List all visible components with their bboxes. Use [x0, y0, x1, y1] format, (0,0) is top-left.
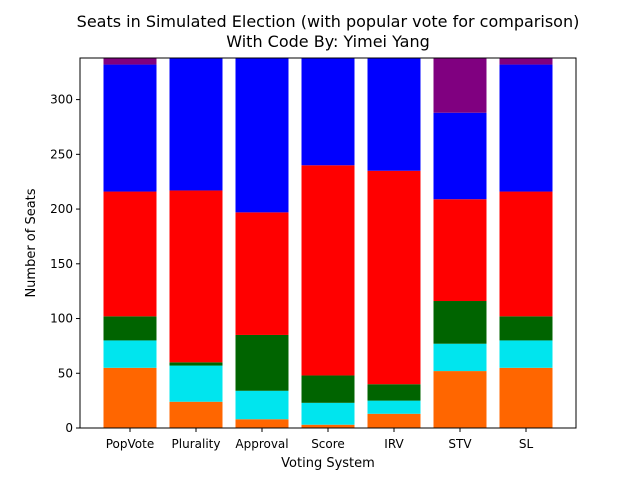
y-tick-label: 50 [58, 366, 73, 380]
bar-popvote-segment-2 [103, 340, 157, 368]
y-tick-label: 250 [50, 147, 73, 161]
bar-irv-segment-4 [367, 170, 421, 385]
bar-score-segment-5 [301, 58, 355, 166]
bar-score-segment-1 [301, 424, 355, 428]
y-tick-label: 300 [50, 93, 73, 107]
y-tick-label: 100 [50, 312, 73, 326]
bar-stv-segment-6 [433, 58, 487, 113]
bar-sl-segment-1 [499, 367, 553, 428]
bar-plurality-segment-4 [169, 190, 223, 363]
bar-stv-segment-2 [433, 343, 487, 372]
bar-score-segment-2 [301, 402, 355, 425]
x-tick-label: Score [311, 437, 345, 451]
bar-popvote-segment-1 [103, 367, 157, 428]
y-axis: 0 50 100 150 200 250 300 [50, 93, 80, 435]
bar-irv-segment-2 [367, 400, 421, 414]
bar-stv-segment-4 [433, 199, 487, 302]
bar-sl-segment-3 [499, 316, 553, 341]
bar-stv-segment-5 [433, 112, 487, 200]
bar-stv-segment-1 [433, 371, 487, 428]
bar-plurality-segment-3 [169, 362, 223, 366]
bar-plurality-segment-2 [169, 365, 223, 402]
bar-approval-segment-5 [235, 58, 289, 213]
bar-approval-segment-3 [235, 334, 289, 391]
y-tick-label: 150 [50, 257, 73, 271]
bar-popvote-segment-4 [103, 191, 157, 317]
bar-popvote-segment-6 [103, 58, 157, 65]
bar-approval-segment-2 [235, 390, 289, 420]
bar-irv-segment-5 [367, 58, 421, 171]
bar-score-segment-4 [301, 165, 355, 376]
bar-stv-segment-3 [433, 301, 487, 344]
bar-popvote-segment-5 [103, 64, 157, 192]
x-tick-label: IRV [384, 437, 404, 451]
x-tick-label: SL [519, 437, 534, 451]
bar-sl-segment-2 [499, 340, 553, 368]
bar-plurality-segment-5 [169, 58, 223, 191]
y-tick-label: 200 [50, 202, 73, 216]
bar-score-segment-3 [301, 375, 355, 403]
bar-sl-segment-4 [499, 191, 553, 317]
y-axis-label: Number of Seats [24, 188, 39, 297]
chart-subtitle: With Code By: Yimei Yang [226, 32, 430, 51]
bar-approval-segment-1 [235, 419, 289, 428]
x-tick-label: STV [448, 437, 472, 451]
bar-irv-segment-1 [367, 413, 421, 428]
bars-group [103, 58, 553, 428]
bar-sl-segment-6 [499, 58, 553, 65]
bar-plurality-segment-1 [169, 401, 223, 428]
x-tick-label: PopVote [106, 437, 154, 451]
bar-popvote-segment-3 [103, 316, 157, 341]
x-tick-label: Approval [235, 437, 288, 451]
y-tick-label: 0 [65, 421, 73, 435]
x-axis: PopVote Plurality Approval Score IRV STV SL [106, 428, 534, 451]
bar-irv-segment-3 [367, 384, 421, 401]
x-axis-label: Voting System [281, 456, 375, 471]
bar-sl-segment-5 [499, 64, 553, 192]
chart-title: Seats in Simulated Election (with popula… [77, 12, 580, 31]
x-tick-label: Plurality [172, 437, 221, 451]
bar-approval-segment-4 [235, 212, 289, 335]
